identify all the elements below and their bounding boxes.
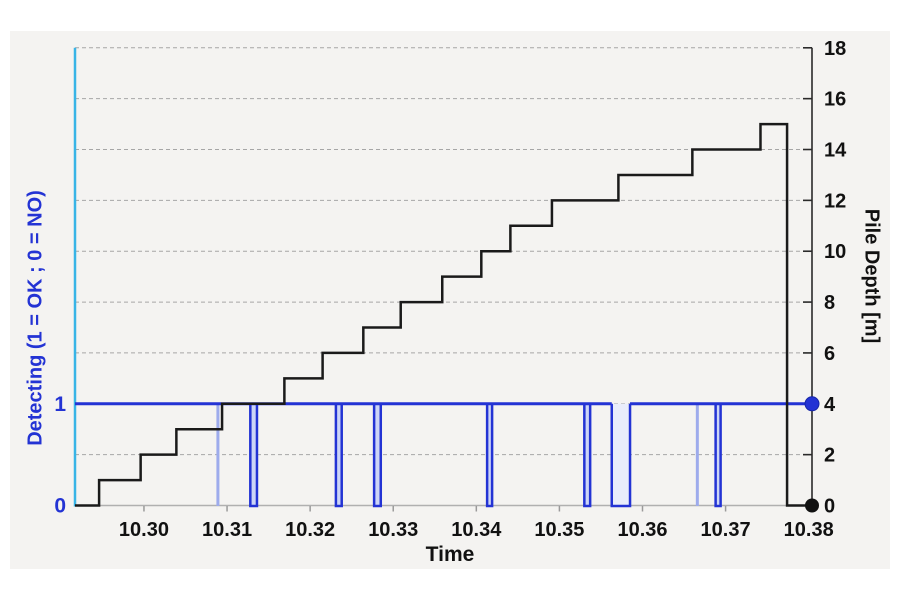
left-axis-tick-label: 1	[54, 393, 66, 416]
detecting-end-dot	[804, 396, 820, 412]
detecting-drop	[485, 403, 494, 508]
x-tick-label: 10.35	[534, 519, 584, 541]
right-axis-tick-label: 10	[824, 241, 846, 263]
right-axis-tick-label: 0	[824, 496, 835, 518]
detecting-drop	[610, 403, 632, 508]
left-axis-tick-label: 0	[54, 495, 66, 518]
right-axis-tick-label: 12	[824, 190, 846, 212]
plot-panel	[10, 31, 890, 569]
detecting-drop	[372, 403, 383, 508]
right-axis-tick-label: 14	[824, 140, 847, 162]
x-tick-label: 10.33	[368, 519, 418, 541]
detecting-drop	[714, 403, 722, 508]
detecting-drop	[334, 403, 343, 508]
x-tick-label: 10.38	[784, 519, 834, 541]
right-axis-tick-label: 16	[824, 89, 846, 111]
detecting-drop	[249, 403, 259, 508]
x-tick-label: 10.32	[285, 519, 335, 541]
x-tick-label: 10.31	[202, 519, 252, 541]
x-tick-label: 10.30	[119, 519, 169, 541]
x-tick-label: 10.34	[451, 519, 502, 541]
right-axis-tick-label: 8	[824, 292, 835, 314]
pile-depth-line	[75, 122, 812, 507]
right-axis-tick-label: 18	[824, 38, 846, 60]
x-tick-label: 10.37	[701, 519, 751, 541]
right-axis-tick-label: 2	[824, 445, 835, 467]
right-axis-tick-label: 4	[824, 394, 836, 416]
right-axis-tick-label: 6	[824, 343, 835, 365]
detecting-drop	[583, 403, 592, 508]
pile-depth-end-dot	[805, 498, 819, 513]
x-tick-label: 10.36	[617, 519, 667, 541]
